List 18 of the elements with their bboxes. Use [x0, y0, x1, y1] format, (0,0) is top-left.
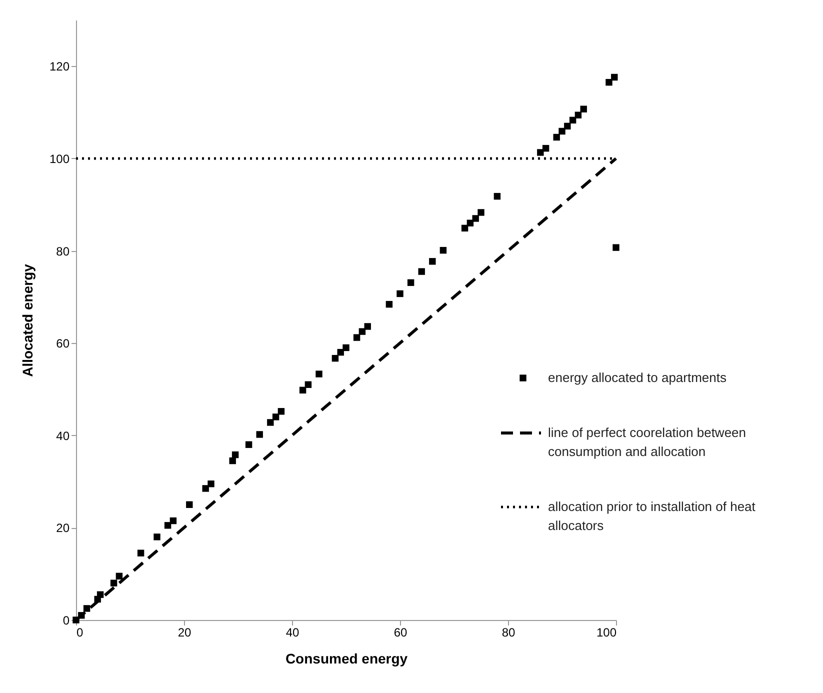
x-tick-label: 40: [286, 626, 300, 640]
legend-label: energy allocated to apartments: [548, 370, 727, 385]
x-tick-label: 60: [394, 626, 408, 640]
y-tick-label: 100: [49, 152, 70, 166]
y-tick-label: 40: [56, 428, 70, 443]
y-tick-label: 0: [62, 614, 70, 628]
x-tick-label: 100: [596, 626, 617, 640]
x-tick-label: 0: [76, 626, 84, 640]
y-tick-label: 80: [56, 244, 70, 258]
y-tick-label: 120: [49, 60, 70, 74]
y-tick-label: 60: [56, 336, 70, 351]
y-tick-label: 20: [56, 521, 70, 536]
legend-label: allocation prior to installation of heat allocators: [548, 499, 756, 533]
x-tick-label: 20: [178, 626, 192, 640]
x-tick-label: 80: [502, 626, 516, 640]
x-axis-title: Consumed energy: [285, 650, 408, 666]
legend-label: line of perfect coorelation between consumption and allocation: [548, 425, 746, 459]
y-axis-title: Allocated energy: [19, 264, 36, 377]
